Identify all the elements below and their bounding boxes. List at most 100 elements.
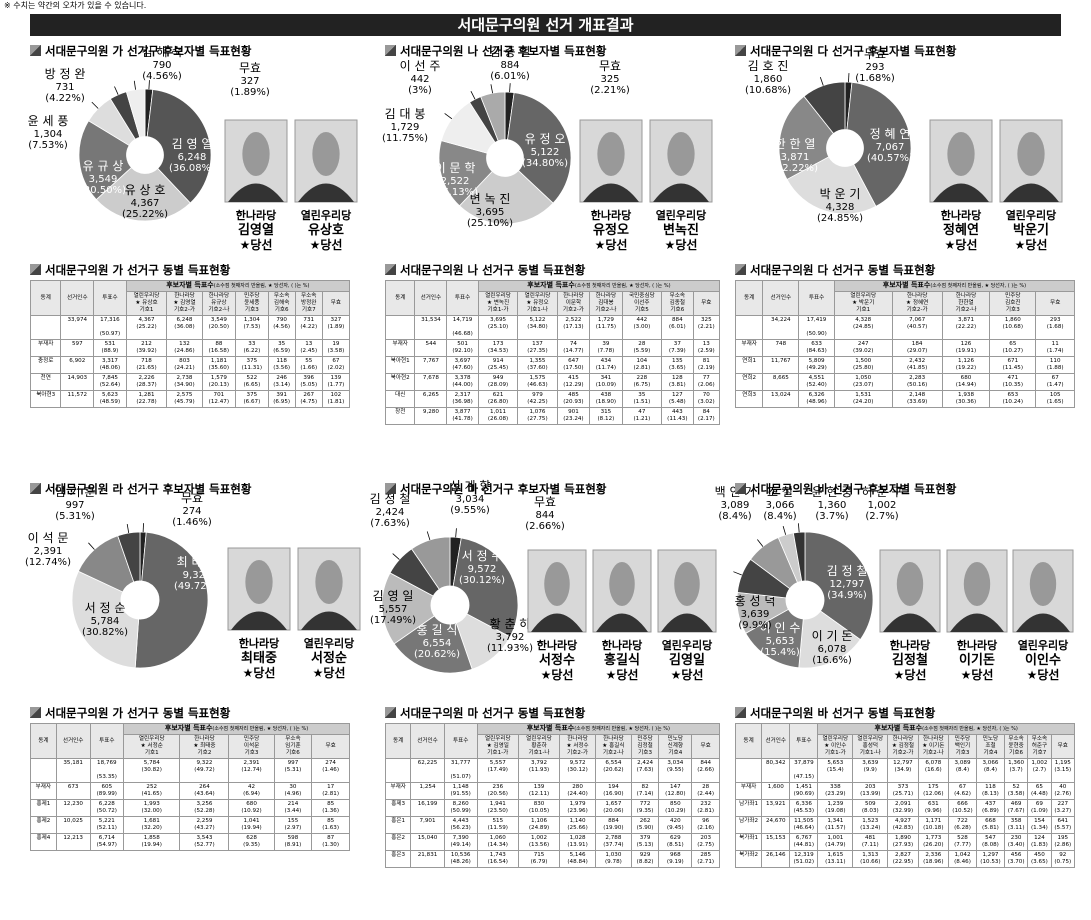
table-cell: 293 (1.68) [1035,315,1075,340]
table-cell: 790 (4.56) [267,315,296,340]
table-cell: 11 (1.74) [1035,339,1075,357]
table-cell: 12,319 (51.02) [789,850,819,868]
pie-slice [393,615,473,674]
slice-percent: (22.22%) [772,163,818,174]
table-cell: 722 (6.28) [948,816,977,834]
header-cell: 동계 [734,280,764,316]
banner-cell: 후보자별 득표수(소수점 첫째자리 반올림, ★ 당선자, ( )는 %) [123,723,350,735]
candidate-name: 김정철 [892,653,928,668]
table-cell: 1,181 (35.60) [201,356,237,374]
table-cell: 26,146 [761,850,791,868]
table-cell: 74 (14.77) [556,339,591,357]
banner: 후보자별 득표수 [164,724,213,732]
table-cell: 666 (10.52) [948,799,977,817]
slice-value: 5,557 [379,604,408,615]
column-header: 한나라당 ★ 최태중 기호2 [179,734,230,759]
results-table: 동계 선거인수 투표수 후보자별 득표수(소수점 첫째자리 반올림, ★ 당선자, (… [384,723,721,868]
candidate-caption: 한나라당 정혜연 ★당선 [925,208,997,253]
table-cell: 1,148 (91.55) [443,782,478,800]
table-cell: 16,199 [410,799,445,817]
slice-name: 무효 [534,495,556,509]
table-cell: 173 (34.53) [477,339,519,357]
slice-value: 3,066 [766,500,795,511]
candidate-photo [1012,549,1074,633]
table-cell: 850 (10.29) [658,799,693,817]
slice-percent: (2.66%) [525,521,565,532]
slice-value: 3,034 [456,494,485,505]
candidate-caption: 열린우리당 김영일 ★당선 [653,638,721,683]
slice-value: 2,522 [441,176,470,187]
slice-value: 9,572 [468,564,497,575]
table-cell: 21,831 [410,850,445,868]
slice-value: 293 [865,62,884,73]
candidate-party: 한나라당 [536,639,578,652]
slice-value: 12,797 [830,579,865,590]
banner-note: (소수점 첫째자리 반올림, ★ 당선자, ( )는 %) [212,726,309,732]
table-cell: 375 (6.67) [235,390,269,408]
slice-name: 황 춘 하 [490,617,531,631]
table-cell: 1,941 (23.50) [476,799,519,817]
pie-slice [798,610,861,669]
table-cell: 65 (4.48) [1027,782,1052,800]
slice-percent: (25.22%) [122,209,168,220]
table-cell: 12,797 (34.9) [887,758,919,783]
table-cell: 부재자 [384,782,412,800]
table-cell: 81 (2.19) [692,356,721,374]
header-cell: 동계 [734,723,763,759]
results-table: 동계 선거인수 투표수 후보자별 득표수(소수점 첫째자리 반올림, ★ 당선자, (… [734,280,1076,408]
slice-percent: (9.55%) [450,505,490,516]
table-cell: 110 (1.88) [1035,356,1075,374]
table-cell: 772 (9.35) [630,799,660,817]
slice-percent: (16.6%) [812,655,852,666]
table-cell: 1,195 (3.15) [1050,758,1076,783]
table-cell: 35,181 [55,758,91,783]
table-cell: 280 (24.40) [559,782,596,800]
candidate-caption: 한나라당 서정수 ★당선 [523,638,591,683]
column-header: 한나라당 이문학 기호2-가 [556,291,591,316]
slice-percent: (11.93%) [487,643,533,654]
slice-name: 이 기 돈 [812,629,853,643]
candidate-party: 열린우리당 [1017,639,1069,652]
column-header: 열린우리당 ★ 김영일 기호1-가 [476,734,519,759]
table-cell: 2,522 (17.13) [556,315,591,340]
candidate-name: 이기돈 [959,653,995,668]
table-cell: 154 (1.34) [1027,816,1052,834]
table-cell: 731 (4.22) [294,315,323,340]
banner: 후보자별 득표수 [882,281,931,289]
table-cell: 641 (5.57) [1050,816,1076,834]
table-cell: 544 [414,339,448,357]
leader-line [88,542,95,550]
table-cell: 515 (11.59) [476,816,519,834]
slice-value: 327 [240,76,259,87]
table-cell: 85 (1.36) [311,799,350,817]
pie-slice [458,170,554,225]
table-cell: 155 (2.97) [273,816,313,834]
table-cell: 228 (6.75) [621,373,663,391]
table-cell: 901 (23.24) [556,407,591,425]
table-cell: 230 (3.40) [1003,833,1029,851]
leader-line [426,531,431,541]
pie-slice [846,81,912,207]
table-cell: 434 (11.74) [589,356,623,374]
candidate-caption: 열린우리당 변녹진 ★당선 [645,208,717,253]
column-header: 민주당 김정철 기호3 [630,734,660,759]
table-cell: 214 (3.44) [273,799,313,817]
slice-percent: (20.50%) [80,185,126,196]
slice-name: 한 한 열 [775,137,816,151]
slice-percent: (25.10%) [467,218,513,229]
table-cell: 997 (5.31) [273,758,313,783]
pie-slice [803,81,846,135]
column-header: 무소속 윤현중 기호6 [1003,734,1029,759]
table-cell: 929 (8.82) [630,850,660,868]
table-cell: 1,355 (37.60) [517,356,558,374]
results-table: 동계 선거인수 투표수 후보자별 득표수(소수점 첫째자리 반올림, ★ 당선자, (… [30,723,350,851]
candidate-caption: 열린우리당 박운기 ★당선 [995,208,1067,253]
table-cell: 11,572 [60,390,95,408]
table-cell: 227 (3.27) [1050,799,1076,817]
table-cell: 37,879 (47.15) [789,758,819,783]
banner-cell: 후보자별 득표수(소수점 첫째자리 반올림, ★ 당선자, ( )는 %) [476,723,721,735]
table-cell: 6,078 (16.6) [917,758,950,783]
slice-value: 790 [152,60,171,71]
table-cell: 471 (10.35) [989,373,1037,391]
column-header: 열린우리당 ★ 박운기 기호1 [833,291,893,316]
